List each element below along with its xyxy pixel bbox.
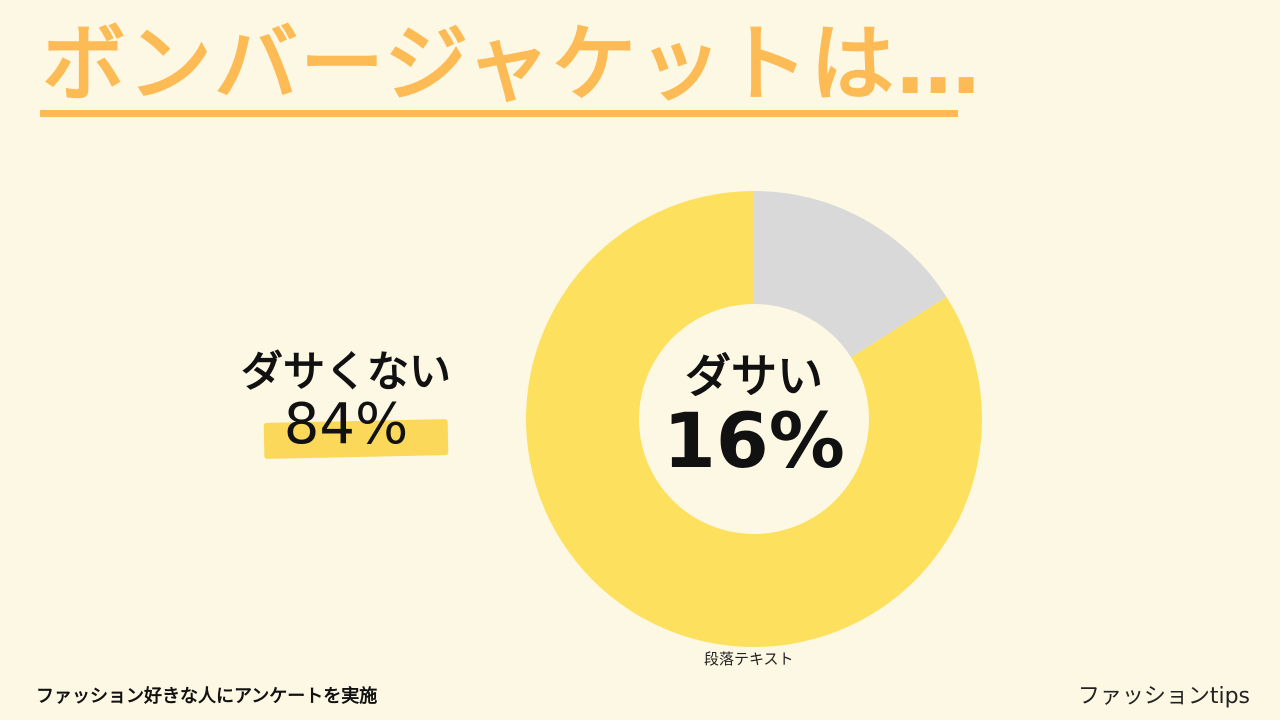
lame-percent: 16% (663, 396, 845, 485)
not-lame-percent: 84% (283, 392, 409, 457)
lame-label: ダサい (685, 349, 823, 403)
brand-name: ファッションtips (1077, 684, 1250, 709)
survey-note: ファッション好きな人にアンケートを実施 (36, 686, 378, 707)
not-lame-label: ダサくない (240, 347, 451, 396)
donut-slice-lame (754, 191, 947, 358)
chart-caption: 段落テキスト (704, 650, 794, 668)
page-title: ボンバージャケットは… (42, 15, 983, 113)
title-underline (40, 110, 958, 117)
donut-slice-not-lame (526, 191, 982, 647)
